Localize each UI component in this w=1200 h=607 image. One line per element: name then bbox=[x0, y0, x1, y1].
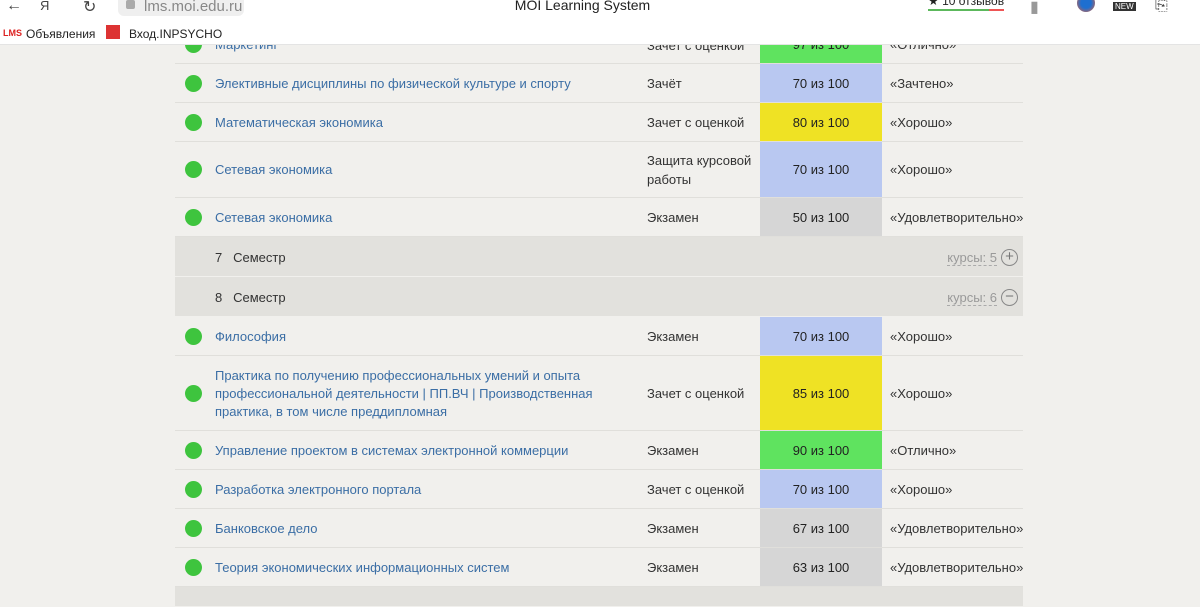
url-text: lms.moi.edu.ru bbox=[144, 0, 243, 15]
reload-icon[interactable]: ↻ bbox=[83, 0, 97, 16]
status-dot-icon bbox=[185, 113, 202, 131]
result-grade: «Хорошо» bbox=[890, 385, 953, 401]
page-title: MOI Learning System bbox=[514, 0, 651, 13]
status-dot-icon bbox=[185, 441, 202, 459]
yandex-icon[interactable]: Я bbox=[40, 0, 50, 13]
bookmark-announcements[interactable]: Объявления bbox=[26, 27, 96, 41]
extension-icon[interactable] bbox=[1077, 0, 1095, 12]
assessment-type: Экзамен bbox=[647, 329, 699, 344]
table-row: Банковское дело Экзамен 67 из 100 «Удовл… bbox=[175, 509, 1023, 548]
address-bar[interactable]: lms.moi.edu.ru bbox=[118, 0, 244, 16]
score-cell: 70 из 100 bbox=[760, 64, 882, 102]
semester-header[interactable]: 8 Семестр курсы: 6 − bbox=[175, 277, 1023, 317]
course-link[interactable]: Сетевая экономика bbox=[215, 162, 333, 177]
courses-count[interactable]: курсы: 5 bbox=[947, 250, 997, 266]
table-row: Философия Экзамен 70 из 100 «Хорошо» bbox=[175, 317, 1023, 356]
result-grade: «Удовлетворительно» bbox=[890, 559, 1024, 575]
assessment-type: Экзамен bbox=[647, 443, 699, 458]
downloads-icon[interactable]: ⎘ bbox=[1155, 0, 1168, 14]
inpsycho-icon bbox=[106, 25, 120, 39]
course-link[interactable]: Разработка электронного портала bbox=[215, 481, 422, 497]
table-row: Сетевая экономика Экзамен 50 из 100 «Удо… bbox=[175, 198, 1023, 237]
course-link[interactable]: Теория экономических информационных сист… bbox=[215, 559, 510, 575]
assessment-type: Экзамен bbox=[647, 521, 699, 536]
course-link[interactable]: Банковское дело bbox=[215, 520, 318, 536]
score-cell: 70 из 100 bbox=[760, 470, 882, 508]
result-grade: «Хорошо» bbox=[890, 481, 953, 497]
score-cell: 90 из 100 bbox=[760, 431, 882, 469]
back-icon[interactable]: ← bbox=[6, 0, 22, 14]
score-cell: 63 из 100 bbox=[760, 548, 882, 586]
score-cell: 50 из 100 bbox=[760, 198, 882, 236]
score-cell: 80 из 100 bbox=[760, 103, 882, 141]
browser-chrome: ← Я ↻ lms.moi.edu.ru MOI Learning System… bbox=[0, 0, 1200, 45]
assessment-type: Зачёт bbox=[647, 76, 682, 91]
semester-label: 8 Семестр bbox=[215, 290, 286, 305]
semester-label: 7 Семестр bbox=[215, 250, 286, 265]
table-row: Теория экономических информационных сист… bbox=[175, 548, 1023, 587]
collapse-icon[interactable]: − bbox=[1001, 289, 1018, 306]
course-link[interactable]: Сетевая экономика bbox=[215, 209, 333, 225]
assessment-type: Экзамен bbox=[647, 210, 699, 225]
status-dot-icon bbox=[185, 519, 202, 537]
score-cell: 67 из 100 bbox=[760, 509, 882, 547]
reviews-badge[interactable]: ★ 10 отзывов bbox=[928, 0, 1005, 8]
assessment-type: Зачет с оценкой bbox=[647, 115, 745, 130]
status-dot-icon bbox=[185, 480, 202, 498]
status-dot-icon bbox=[185, 74, 202, 92]
expand-icon[interactable]: + bbox=[1001, 249, 1018, 266]
course-link[interactable]: Элективные дисциплины по физической куль… bbox=[215, 75, 571, 91]
result-grade: «Удовлетворительно» bbox=[890, 209, 1024, 225]
courses-count[interactable]: курсы: 6 bbox=[947, 290, 997, 306]
status-dot-icon bbox=[185, 208, 202, 226]
course-link[interactable]: Математическая экономика bbox=[215, 114, 383, 130]
result-grade: «Удовлетворительно» bbox=[890, 520, 1024, 536]
course-link[interactable]: Управление проектом в системах электронн… bbox=[215, 442, 569, 458]
result-grade: «Отлично» bbox=[890, 442, 957, 458]
next-section bbox=[175, 587, 1023, 607]
status-dot-icon bbox=[185, 384, 202, 402]
news-icon[interactable]: NEW bbox=[1113, 2, 1136, 11]
result-grade: «Хорошо» bbox=[890, 114, 953, 130]
lms-icon: LMS bbox=[3, 28, 22, 38]
bookmark-inpsycho[interactable]: Вход.INPSYCHO bbox=[129, 27, 223, 41]
assessment-type: Зачет с оценкой bbox=[647, 482, 745, 497]
assessment-type: Экзамен bbox=[647, 560, 699, 575]
table-row: Практика по получению профессиональных у… bbox=[175, 356, 1023, 431]
score-cell: 70 из 100 bbox=[760, 317, 882, 355]
rating-bar bbox=[928, 9, 1004, 11]
course-link[interactable]: Практика по получению профессиональных у… bbox=[215, 367, 593, 419]
assessment-type: Зачет с оценкой bbox=[647, 386, 745, 401]
result-grade: «Хорошо» bbox=[890, 328, 953, 344]
status-dot-icon bbox=[185, 327, 202, 345]
table-row: Управление проектом в системах электронн… bbox=[175, 431, 1023, 470]
bookmark-icon[interactable]: ▮ bbox=[1030, 0, 1039, 16]
status-dot-icon bbox=[185, 161, 202, 178]
table-row: Сетевая экономика Защита курсовой работы… bbox=[175, 142, 1023, 198]
lock-icon bbox=[126, 0, 135, 9]
course-link[interactable]: Философия bbox=[215, 328, 286, 344]
result-grade: «Хорошо» bbox=[890, 162, 953, 177]
assessment-type: Защита курсовой работы bbox=[647, 153, 752, 187]
table-row: Разработка электронного портала Зачет с … bbox=[175, 470, 1023, 509]
result-grade: «Зачтено» bbox=[890, 75, 954, 91]
table-row: Элективные дисциплины по физической куль… bbox=[175, 64, 1023, 103]
semester-header[interactable]: 7 Семестр курсы: 5 + bbox=[175, 237, 1023, 277]
table-row: Математическая экономика Зачет с оценкой… bbox=[175, 103, 1023, 142]
score-cell: 70 из 100 bbox=[760, 142, 882, 197]
score-cell: 85 из 100 bbox=[760, 356, 882, 430]
status-dot-icon bbox=[185, 558, 202, 576]
